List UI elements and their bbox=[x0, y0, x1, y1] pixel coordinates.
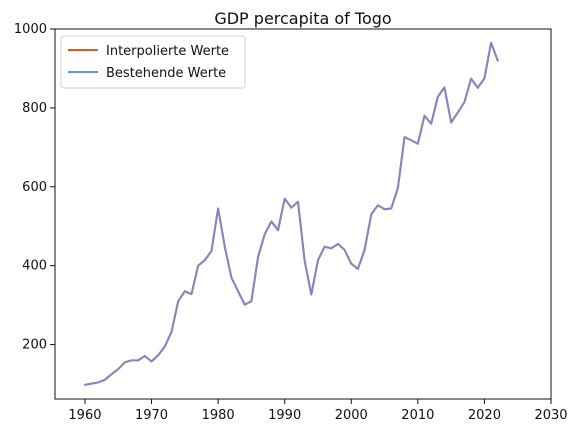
series-layer bbox=[83, 41, 499, 386]
x-tick-label: 2010 bbox=[401, 408, 434, 423]
y-tick-label: 200 bbox=[22, 338, 47, 353]
x-tick-label: 2000 bbox=[335, 408, 368, 423]
legend-label-existing: Bestehende Werte bbox=[106, 66, 226, 81]
legend-box bbox=[60, 35, 246, 89]
x-tick-label: 1960 bbox=[68, 408, 101, 423]
y-tick-label: 400 bbox=[22, 259, 47, 274]
plot-area: 1960 1970 1980 1990 2000 2010 2020 2030 200 400 6… bbox=[14, 22, 568, 423]
y-tick-label: 800 bbox=[22, 101, 47, 116]
y-axis: 200 400 600 800 1000 bbox=[14, 22, 55, 353]
plot-frame bbox=[54, 28, 552, 400]
legend-label-interpolated: Interpolierte Werte bbox=[106, 44, 229, 59]
y-tick-label: 600 bbox=[22, 180, 47, 195]
x-axis: 1960 1970 1980 1990 2000 2010 2020 2030 bbox=[68, 399, 568, 423]
series-line-existing bbox=[83, 41, 499, 386]
x-tick-label: 1970 bbox=[135, 408, 168, 423]
x-tick-label: 2030 bbox=[534, 408, 567, 423]
x-tick-label: 1980 bbox=[202, 408, 235, 423]
y-tick-label: 1000 bbox=[14, 22, 47, 37]
x-tick-label: 2020 bbox=[468, 408, 501, 423]
legend: Interpolierte Werte Bestehende Werte bbox=[60, 35, 246, 89]
x-tick-label: 1990 bbox=[268, 408, 301, 423]
chart-title: GDP percapita of Togo bbox=[214, 9, 391, 28]
